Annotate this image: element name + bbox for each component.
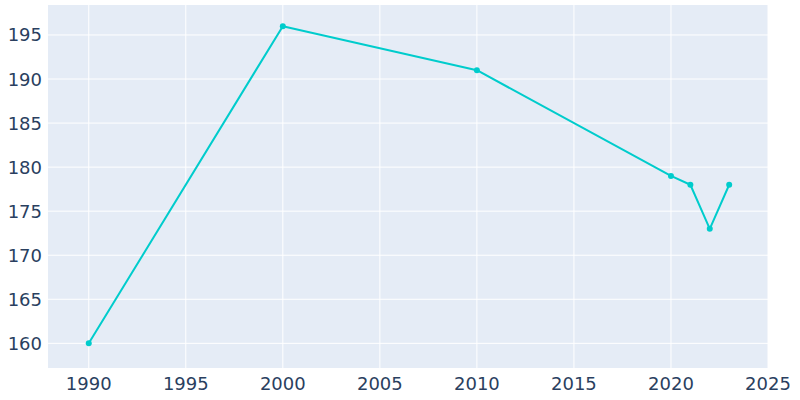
x-grid-line (88, 5, 89, 368)
y-grid-line (48, 167, 768, 168)
data-point (687, 182, 693, 188)
y-grid-line (48, 123, 768, 124)
chart-container: 1990 1995 2000 2005 2010 2015 2020 2025 160 165 17… (0, 0, 800, 400)
y-tick-label: 190 (8, 69, 42, 90)
data-point (86, 340, 92, 346)
y-tick-label: 195 (8, 24, 42, 45)
x-tick-label: 1995 (163, 373, 209, 394)
x-grid-line (379, 5, 380, 368)
x-tick-label: 2010 (454, 373, 500, 394)
y-grid-line (48, 79, 768, 80)
y-grid-line (48, 34, 768, 35)
x-tick-label: 2015 (551, 373, 597, 394)
y-tick-label: 160 (8, 333, 42, 354)
x-tick-label: 2025 (745, 373, 791, 394)
x-grid-line (573, 5, 574, 368)
tick-labels: 1990 1995 2000 2005 2010 2015 2020 2025 160 165 17… (8, 24, 791, 394)
x-grid-line (282, 5, 283, 368)
y-grid-line (48, 211, 768, 212)
y-tick-label: 180 (8, 157, 42, 178)
y-tick-label: 165 (8, 289, 42, 310)
y-tick-label: 185 (8, 113, 42, 134)
x-tick-label: 2005 (357, 373, 403, 394)
y-tick-label: 175 (8, 201, 42, 222)
y-grid-line (48, 299, 768, 300)
data-point (707, 226, 713, 232)
grid (48, 5, 768, 368)
data-point (474, 67, 480, 73)
y-tick-label: 170 (8, 245, 42, 266)
x-grid-line (768, 5, 769, 368)
x-tick-label: 2020 (648, 373, 694, 394)
x-tick-label: 1990 (66, 373, 112, 394)
y-grid-line (48, 343, 768, 344)
plot-background (48, 5, 768, 368)
data-point (280, 23, 286, 29)
x-grid-line (476, 5, 477, 368)
data-point (668, 173, 674, 179)
x-tick-label: 2000 (260, 373, 306, 394)
chart-svg: 1990 1995 2000 2005 2010 2015 2020 2025 160 165 17… (0, 0, 800, 400)
x-grid-line (670, 5, 671, 368)
y-grid-line (48, 255, 768, 256)
data-group (86, 23, 732, 346)
data-line (89, 26, 729, 343)
data-point (726, 182, 732, 188)
